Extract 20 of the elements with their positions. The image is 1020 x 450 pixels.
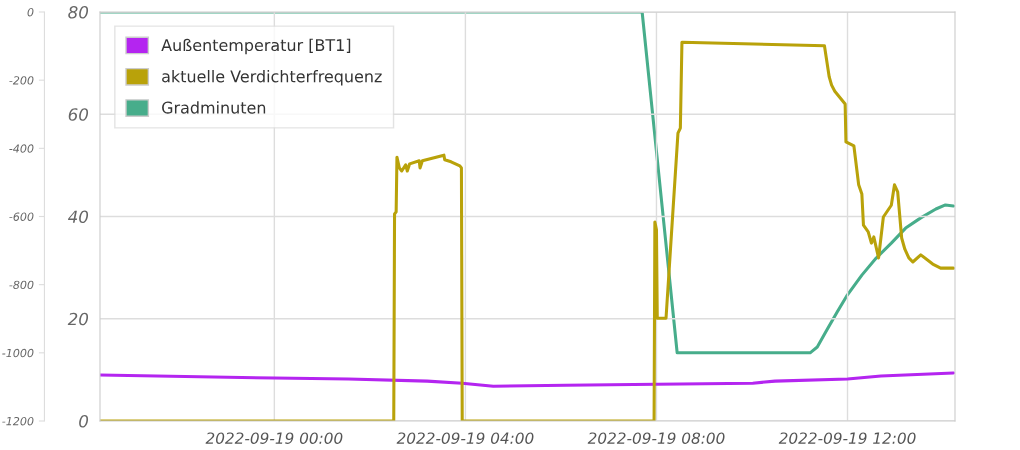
legend-label: Außentemperatur [BT1] — [161, 38, 351, 55]
y-tick-label: 80 — [68, 5, 89, 19]
legend-label: Gradminuten — [162, 101, 266, 114]
y-tick-label: 60 — [68, 108, 89, 121]
y2-tick-label: -600 — [9, 212, 34, 221]
y2-tick-label: -200 — [9, 76, 34, 85]
y-tick-label: 40 — [67, 210, 89, 224]
y-tick-label: 0 — [79, 414, 89, 428]
x-tick-label: 2022-09-19 12:00 — [778, 432, 916, 444]
line-series — [100, 371, 955, 388]
y2-tick-label: -800 — [9, 280, 34, 290]
x-tick-label: 2022-09-19 00:00 — [205, 432, 343, 444]
y2-tick-label: -400 — [9, 144, 34, 153]
x-tick-label: 2022-09-19 04:00 — [396, 432, 534, 444]
legend-label: aktuelle Verdichterfrequenz — [162, 70, 382, 86]
y2-tick-label: 0 — [27, 7, 34, 17]
y-tick-label: 20 — [67, 312, 89, 326]
y2-tick-label: -1200 — [2, 416, 34, 426]
y2-tick-label: -1000 — [2, 348, 34, 358]
x-tick-label: 2022-09-19 08:00 — [587, 432, 725, 444]
